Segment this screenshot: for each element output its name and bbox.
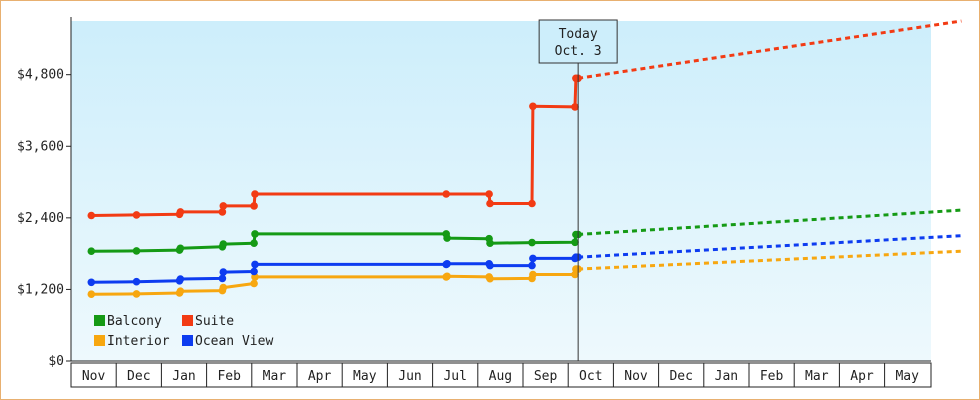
x-tick-label: Jul	[443, 369, 466, 384]
series-interior	[87, 249, 962, 299]
data-point	[443, 234, 451, 242]
today-callout-box	[538, 19, 618, 64]
x-tick-label: Feb	[217, 369, 241, 384]
y-tick-label: $0	[48, 354, 64, 369]
x-tick-label: Feb	[760, 369, 784, 384]
data-point	[250, 202, 258, 210]
data-point	[219, 240, 228, 248]
legend-swatch	[94, 315, 105, 326]
data-point	[528, 199, 536, 208]
data-point	[251, 230, 259, 238]
data-point	[219, 283, 228, 292]
x-tick-label: Mar	[263, 369, 287, 384]
legend: Balcony Suite Interior Ocean View	[94, 314, 273, 349]
x-tick-label: Dec	[127, 369, 150, 384]
data-point	[176, 208, 185, 216]
data-point	[251, 190, 259, 198]
y-tick-label: $2,400	[17, 211, 64, 226]
x-tick-label: Apr	[850, 369, 874, 384]
y-tick-label: $1,200	[17, 282, 64, 297]
data-point	[218, 274, 227, 283]
data-point	[87, 290, 96, 299]
y-axis: $0 $1,200 $2,400 $3,600 $4,800	[17, 17, 72, 369]
x-tick-label: Jan	[172, 369, 195, 384]
data-point	[132, 277, 141, 286]
data-point	[132, 290, 141, 298]
legend-swatch	[182, 315, 193, 326]
x-tick-label: Mar	[805, 369, 829, 384]
legend-item-ocean-view: Ocean View	[182, 334, 273, 349]
data-point	[132, 211, 141, 219]
legend-label: Suite	[195, 314, 234, 329]
data-point	[176, 275, 185, 283]
data-point	[87, 278, 96, 287]
data-point	[485, 190, 493, 198]
forecast-line	[578, 249, 962, 271]
x-tick-label: Dec	[669, 369, 692, 384]
data-point	[132, 247, 141, 255]
legend-label: Ocean View	[195, 334, 273, 349]
data-point	[250, 239, 258, 247]
x-tick-label: May	[895, 369, 919, 384]
today-label: Today	[559, 27, 598, 42]
plot-background	[71, 21, 931, 361]
x-tick-label: May	[353, 369, 377, 384]
x-axis: Nov Dec Jan Feb Mar Apr May Jun Jul Aug Sep Oct Nov D…	[70, 360, 932, 388]
today-marker: Today Oct. 3	[538, 19, 618, 361]
data-point	[443, 260, 451, 268]
x-tick-label: Apr	[308, 369, 332, 384]
series-balcony	[87, 208, 962, 255]
x-tick-label: Nov	[624, 369, 648, 384]
x-tick-label: Aug	[489, 369, 512, 384]
series-layer	[87, 19, 962, 299]
y-tick-label: $4,800	[17, 68, 64, 83]
x-axis-band	[70, 362, 932, 388]
today-date: Oct. 3	[555, 44, 602, 59]
y-tick-label: $3,600	[17, 139, 64, 154]
data-point	[219, 202, 228, 210]
x-tick-label: Oct	[579, 369, 602, 384]
data-point	[486, 274, 494, 283]
data-point	[442, 190, 451, 198]
data-point	[486, 199, 494, 208]
data-point	[176, 244, 185, 253]
x-tick-label: Sep	[534, 369, 558, 384]
x-tick-label: Nov	[82, 369, 106, 384]
forecast-line	[578, 208, 962, 236]
legend-item-suite: Suite	[182, 314, 234, 329]
data-point	[529, 254, 537, 263]
data-point	[251, 260, 259, 269]
data-point	[528, 238, 536, 247]
data-point	[218, 208, 227, 216]
legend-swatch	[182, 335, 193, 346]
x-tick-label: Jan	[715, 369, 738, 384]
legend-label: Balcony	[107, 314, 162, 329]
legend-item-balcony: Balcony	[94, 314, 162, 329]
data-point	[529, 270, 537, 279]
data-point	[250, 279, 258, 288]
x-tick-label: Jun	[398, 369, 421, 384]
legend-label: Interior	[107, 334, 170, 349]
forecast-line	[577, 19, 962, 80]
data-point	[443, 272, 451, 281]
series-ocean-view	[87, 234, 962, 287]
data-point	[486, 261, 494, 270]
data-point	[176, 287, 185, 296]
legend-item-interior: Interior	[94, 334, 170, 349]
data-point	[528, 261, 536, 270]
data-point	[571, 238, 579, 247]
data-point	[571, 103, 579, 111]
data-point	[87, 211, 96, 220]
data-point	[219, 268, 228, 276]
forecast-line	[578, 234, 962, 259]
data-point	[250, 267, 258, 276]
data-point	[486, 239, 494, 247]
legend-swatch	[94, 335, 105, 346]
data-point	[87, 247, 96, 255]
data-point	[529, 102, 537, 111]
